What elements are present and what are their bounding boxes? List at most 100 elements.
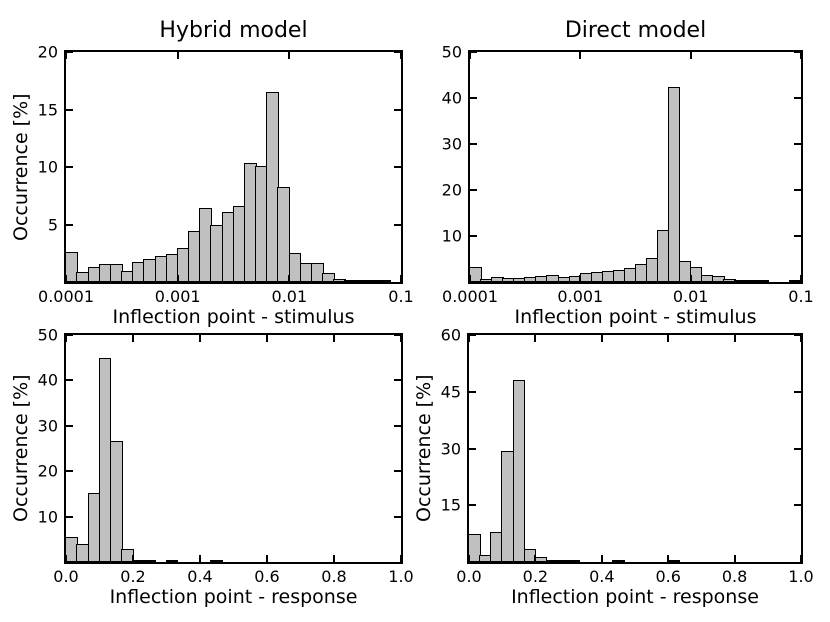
y-axis-tick — [794, 143, 801, 145]
x-axis-tick — [733, 555, 736, 562]
x-axis-tick — [468, 335, 470, 342]
x-axis-tick — [667, 555, 670, 562]
y-axis-tick — [470, 97, 477, 99]
x-tick-label: 0.1 — [388, 287, 414, 306]
x-axis-tick — [469, 52, 471, 59]
y-tick-label: 20 — [37, 461, 58, 481]
x-tick-label: 0.001 — [154, 287, 201, 306]
histogram-bar — [689, 266, 703, 282]
y-tick-label: 20 — [37, 42, 58, 62]
x-axis-tick — [199, 335, 201, 342]
x-tick-label: 0.01 — [271, 287, 308, 306]
y-tick-label: 30 — [440, 439, 461, 458]
y-axis-tick — [394, 470, 401, 473]
y-tick-label: 60 — [440, 325, 461, 345]
x-axis-tick — [800, 555, 802, 562]
y-axis-label: Occurrence [%] — [10, 93, 32, 241]
x-axis-tick — [333, 335, 335, 342]
x-tick-label: 0.1 — [788, 287, 814, 306]
subplot-hybrid-response: 10 20 30 40 50 0.0 0.2 0.4 0.6 0.8 1.0 Inflection p… — [10, 326, 414, 609]
x-tick-label: 0.6 — [254, 567, 280, 586]
x-axis-tick — [65, 52, 67, 59]
x-axis-tick — [176, 52, 179, 59]
x-tick-label: 0.0001 — [38, 287, 94, 306]
y-axis-tick — [470, 143, 477, 145]
y-axis-tick — [794, 51, 801, 53]
x-tick-label: 1.0 — [388, 567, 414, 586]
x-axis-tick — [176, 275, 179, 282]
y-tick-label: 40 — [37, 370, 58, 390]
x-axis-tick — [288, 52, 291, 59]
x-axis-tick — [579, 52, 582, 59]
x-axis-tick — [468, 555, 470, 562]
y-axis-tick — [394, 424, 401, 427]
y-axis-tick — [394, 166, 401, 168]
y-tick-label: 10 — [441, 226, 462, 246]
y-tick-label: 10 — [37, 157, 58, 177]
x-axis-tick — [266, 555, 268, 562]
y-axis-tick — [470, 51, 477, 53]
y-axis-tick — [394, 51, 401, 53]
y-axis-tick — [794, 97, 801, 99]
y-axis-tick — [394, 108, 401, 111]
histogram-bar — [667, 559, 680, 562]
y-axis-tick — [794, 447, 801, 450]
histogram-bar — [210, 559, 224, 562]
plot-title: Direct model — [564, 18, 707, 43]
x-axis-tick — [733, 335, 736, 342]
x-tick-label: 0.8 — [721, 567, 748, 586]
y-axis-tick — [66, 334, 73, 336]
histogram-bar — [109, 440, 123, 562]
y-axis-tick — [66, 515, 73, 518]
histogram-bar — [469, 266, 482, 282]
x-axis-tick — [800, 275, 802, 282]
y-tick-label: 15 — [37, 100, 58, 119]
x-axis-label: Inflection point - response — [109, 586, 358, 608]
y-axis-tick — [66, 166, 73, 168]
y-axis-tick — [470, 189, 477, 191]
x-axis-tick — [800, 52, 802, 59]
y-axis-tick — [394, 334, 401, 336]
x-axis-tick — [534, 555, 537, 562]
x-axis-tick — [65, 275, 67, 282]
histogram-bar — [277, 186, 291, 282]
y-axis-tick — [794, 390, 801, 393]
y-tick-label: 30 — [37, 416, 58, 436]
y-axis-tick — [794, 189, 801, 191]
y-tick-label: 30 — [441, 134, 462, 154]
x-tick-label: 0.01 — [672, 287, 709, 306]
y-axis-tick — [469, 447, 476, 450]
x-axis-tick — [667, 335, 670, 342]
y-tick-label: 40 — [441, 88, 462, 108]
x-axis-tick — [400, 52, 402, 59]
x-axis-tick — [600, 555, 603, 562]
y-axis-tick — [469, 334, 476, 336]
x-axis-tick — [132, 335, 134, 342]
x-tick-label: 0.001 — [557, 287, 604, 306]
x-axis-tick — [600, 335, 603, 342]
histogram-bar — [612, 559, 625, 562]
x-axis-label: Inflection point - stimulus — [514, 306, 757, 328]
y-tick-label: 50 — [37, 325, 58, 345]
subplot-direct-stimulus: 10 20 30 40 50 0.0001 0.001 0.01 0.1 Direct model… — [442, 18, 814, 328]
histogram-bar — [468, 534, 481, 562]
x-axis-tick — [65, 335, 67, 342]
x-axis-tick — [65, 555, 67, 562]
x-tick-label: 0.0 — [456, 567, 482, 586]
y-tick-label: 50 — [441, 42, 462, 62]
y-axis-tick — [66, 424, 73, 427]
histogram-bar — [667, 87, 681, 282]
y-axis-tick — [66, 470, 73, 473]
y-axis-tick — [66, 379, 73, 382]
y-axis-tick — [394, 379, 401, 382]
y-axis-tick — [794, 334, 801, 336]
y-axis-tick — [66, 223, 73, 226]
x-axis-tick — [469, 275, 471, 282]
x-tick-label: 0.0 — [53, 567, 79, 586]
histogram-bar — [310, 263, 324, 282]
y-axis-tick — [794, 235, 801, 237]
x-axis-tick — [800, 335, 802, 342]
histogram-bar — [65, 252, 78, 282]
x-axis-tick — [288, 275, 291, 282]
